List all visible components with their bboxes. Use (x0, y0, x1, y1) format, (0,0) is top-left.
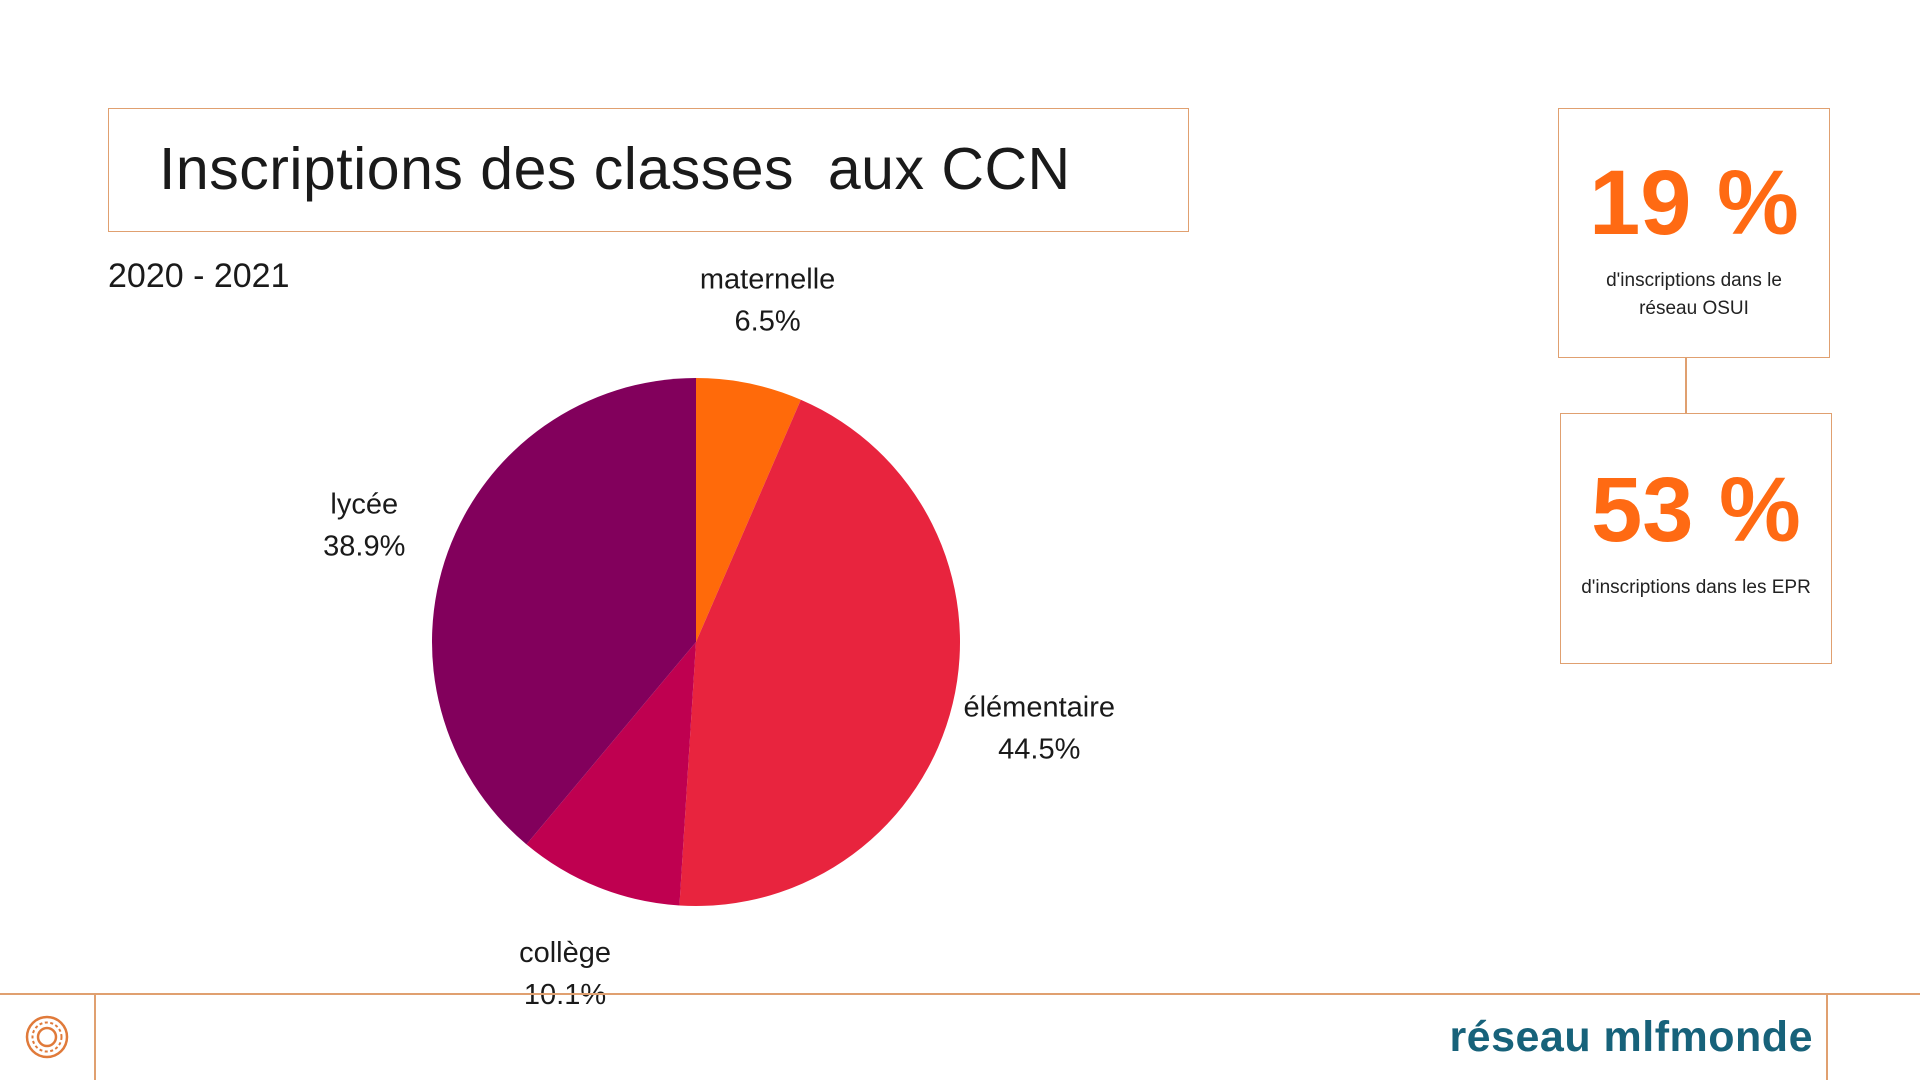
stat-description: d'inscriptions dans les EPR (1581, 577, 1811, 598)
stat-box-osui: 19 % d'inscriptions dans le réseau OSUI (1558, 108, 1830, 358)
pie-value-label-college: 10.1% (524, 979, 606, 1011)
stat-value: 53 % (1591, 459, 1801, 561)
stat-box-epr: 53 % d'inscriptions dans les EPR (1560, 413, 1832, 664)
pie-slice-elementaire (679, 399, 961, 907)
chart-subtitle: 2020 - 2021 (108, 257, 290, 295)
stat-connector-line (1685, 358, 1687, 413)
stat-value: 19 % (1589, 152, 1799, 254)
pie-slice-maternelle (696, 378, 801, 642)
brand-logo-text: réseau mlfmonde (1449, 1013, 1813, 1061)
page-title: Inscriptions des classes aux CCN (159, 136, 1071, 202)
footer-divider-right (1826, 994, 1828, 1080)
footer-divider (0, 993, 1920, 995)
sun-emblem-icon (25, 1015, 69, 1059)
pie-value-label-lycee: 38.9% (323, 530, 405, 562)
title-box: Inscriptions des classes aux CCN (108, 108, 1189, 232)
pie-label-lycee: lycée (330, 488, 398, 520)
pie-label-college: collège (519, 937, 611, 969)
pie-slice-college (526, 642, 696, 906)
pie-slice-lycee (432, 378, 696, 845)
pie-value-label-maternelle: 6.5% (735, 305, 801, 337)
pie-label-elementaire: élémentaire (963, 691, 1115, 723)
stat-description: d'inscriptions dans le réseau OSUI (1606, 270, 1782, 319)
footer-divider-left (94, 994, 96, 1080)
pie-value-label-elementaire: 44.5% (998, 733, 1080, 765)
pie-label-maternelle: maternelle (700, 263, 835, 295)
